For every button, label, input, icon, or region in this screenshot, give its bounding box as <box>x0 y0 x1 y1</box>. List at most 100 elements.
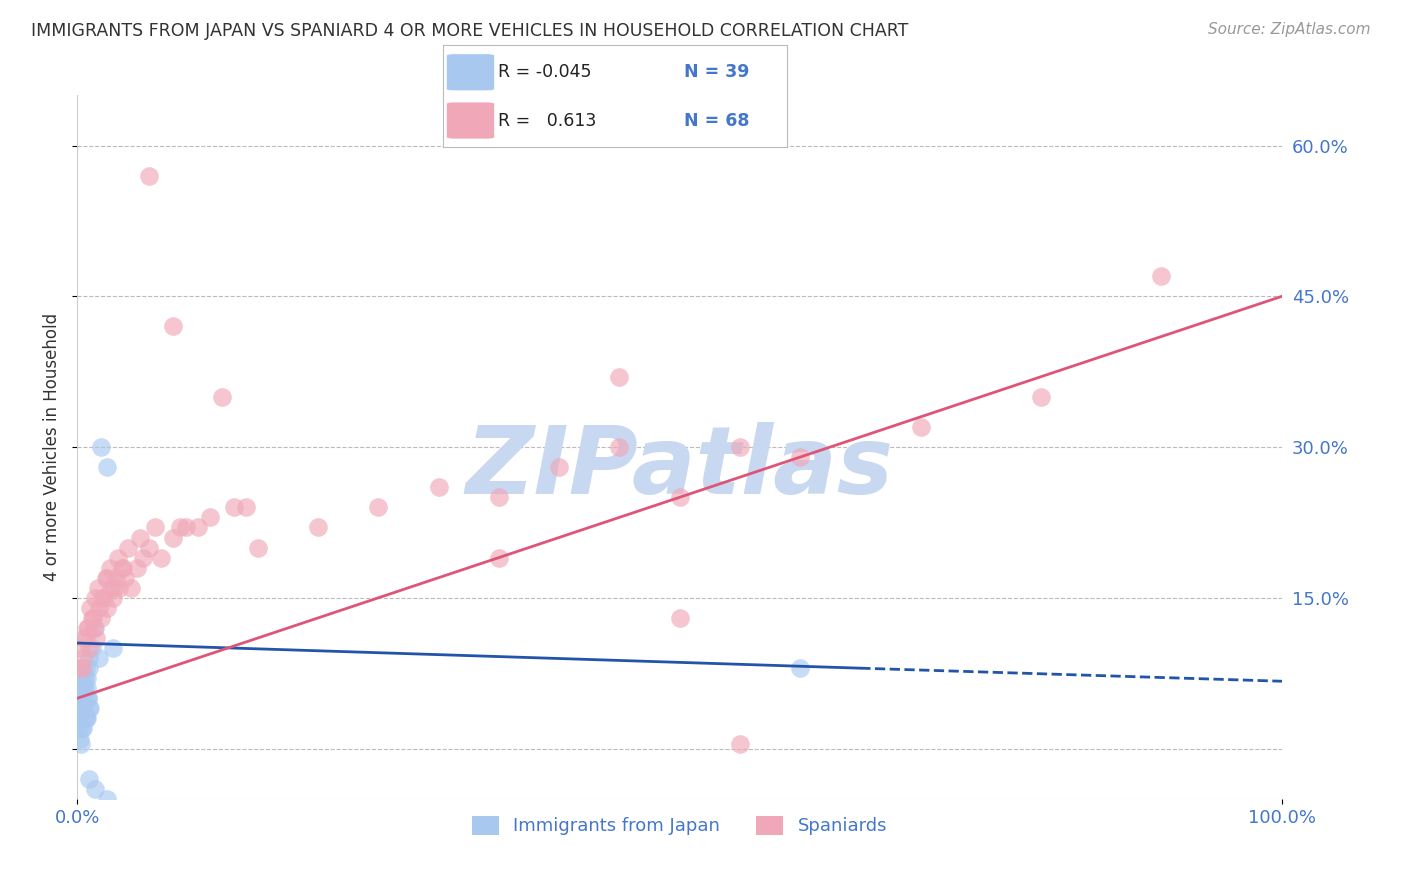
Point <box>69 641 91 656</box>
Point <box>91 591 114 605</box>
Point <box>83 621 105 635</box>
Point <box>87 600 110 615</box>
Point <box>162 319 184 334</box>
Point <box>72 651 94 665</box>
Point <box>69 691 91 706</box>
Point <box>87 651 110 665</box>
Point <box>84 621 107 635</box>
Point <box>307 520 329 534</box>
Point <box>668 491 690 505</box>
Point <box>77 641 100 656</box>
Text: N = 39: N = 39 <box>685 63 749 81</box>
Point <box>103 591 125 605</box>
Text: N = 68: N = 68 <box>685 112 749 129</box>
Point <box>127 560 149 574</box>
Point <box>84 781 107 796</box>
Point <box>75 711 97 725</box>
Point <box>79 701 101 715</box>
Point <box>72 701 94 715</box>
Point <box>77 621 100 635</box>
Point <box>198 510 221 524</box>
Point <box>488 550 510 565</box>
Point <box>77 691 100 706</box>
Point <box>1029 390 1052 404</box>
Point <box>72 661 94 675</box>
Point <box>70 661 93 675</box>
Point <box>117 541 139 555</box>
Point <box>75 631 97 645</box>
Point <box>90 611 112 625</box>
Point <box>84 591 107 605</box>
Point <box>103 641 125 656</box>
Point <box>668 611 690 625</box>
Point <box>789 450 811 464</box>
Point <box>76 671 98 685</box>
FancyBboxPatch shape <box>446 102 495 139</box>
Point <box>111 560 134 574</box>
Point <box>132 550 155 565</box>
Point <box>70 701 93 715</box>
Point <box>77 691 100 706</box>
Point <box>77 701 100 715</box>
Point <box>67 722 90 736</box>
Point <box>73 681 96 696</box>
FancyBboxPatch shape <box>446 54 495 91</box>
Point <box>488 491 510 505</box>
Point <box>789 661 811 675</box>
Text: R = -0.045: R = -0.045 <box>498 63 592 81</box>
Point <box>114 571 136 585</box>
Text: ZIPatlas: ZIPatlas <box>465 422 894 514</box>
Point <box>69 671 91 685</box>
Point <box>222 500 245 515</box>
Text: Source: ZipAtlas.com: Source: ZipAtlas.com <box>1208 22 1371 37</box>
Point <box>76 681 98 696</box>
Point <box>104 571 127 585</box>
Point <box>211 390 233 404</box>
Point <box>138 169 160 183</box>
Point <box>72 722 94 736</box>
Point <box>427 480 450 494</box>
Point <box>98 560 121 574</box>
Point <box>86 631 108 645</box>
Point <box>169 520 191 534</box>
Point <box>96 792 118 806</box>
Point <box>145 520 167 534</box>
Point <box>86 581 108 595</box>
Point <box>367 500 389 515</box>
Point <box>67 711 90 725</box>
Point <box>76 621 98 635</box>
Point <box>69 661 91 675</box>
Point <box>111 560 134 574</box>
Point <box>82 611 104 625</box>
Point <box>73 681 96 696</box>
Point <box>235 500 257 515</box>
Point <box>728 440 751 454</box>
Point <box>1150 269 1173 284</box>
Point <box>120 581 142 595</box>
Point <box>548 460 571 475</box>
Point <box>69 681 91 696</box>
Y-axis label: 4 or more Vehicles in Household: 4 or more Vehicles in Household <box>44 313 60 581</box>
Point <box>108 581 131 595</box>
Point <box>162 531 184 545</box>
Point <box>93 591 115 605</box>
Point <box>607 440 630 454</box>
Point <box>70 722 93 736</box>
Point <box>728 737 751 751</box>
Point <box>96 600 118 615</box>
Point <box>910 420 932 434</box>
Point <box>138 541 160 555</box>
Point <box>70 701 93 715</box>
Point <box>96 460 118 475</box>
Point <box>187 520 209 534</box>
Point <box>96 571 118 585</box>
Point <box>69 731 91 746</box>
Point <box>76 711 98 725</box>
Legend: Immigrants from Japan, Spaniards: Immigrants from Japan, Spaniards <box>464 809 894 843</box>
Point <box>128 531 150 545</box>
Point <box>174 520 197 534</box>
Point <box>73 671 96 685</box>
Point <box>75 661 97 675</box>
Point <box>107 550 129 565</box>
Point <box>80 611 103 625</box>
